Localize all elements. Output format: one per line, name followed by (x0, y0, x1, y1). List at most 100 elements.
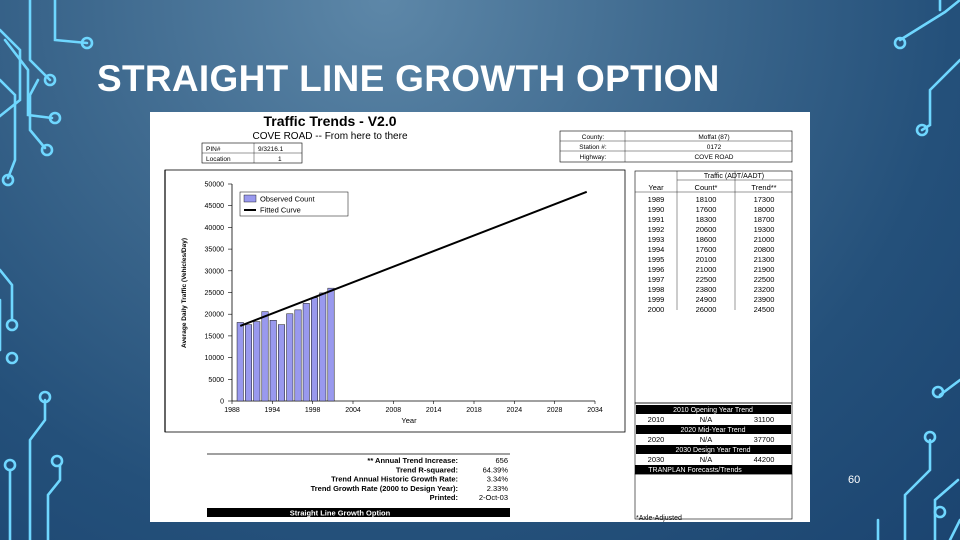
observed-count-bar (278, 324, 285, 402)
observed-count-bar (245, 324, 252, 402)
table-cell: 21000 (696, 265, 717, 274)
table-cell: 1990 (648, 205, 665, 214)
y-tick-label: 10000 (205, 355, 225, 362)
table-cell: 17600 (696, 205, 717, 214)
y-tick-label: 0 (220, 399, 224, 406)
stat-label: Printed: (430, 493, 458, 502)
table-cell: 26000 (696, 305, 717, 314)
table-cell: 18600 (696, 235, 717, 244)
y-tick-label: 40000 (205, 225, 225, 232)
stat-row: Trend Growth Rate (2000 to Design Year):… (311, 484, 509, 493)
info-label-location: Location (206, 156, 231, 163)
table-cell: 21900 (754, 265, 775, 274)
table-cell: 21300 (754, 255, 775, 264)
observed-count-bar (261, 311, 269, 402)
forecast-cell: 2010 (648, 415, 665, 424)
forecast-header: 2010 Opening Year Trend (673, 407, 753, 414)
forecast-sections: 2010 Opening Year Trend 2010 N/A 31100 2020 … (636, 405, 791, 464)
traffic-trends-report: Traffic Trends - V2.0 COVE ROAD -- From … (150, 112, 810, 522)
table-row: 2000 26000 24500 (648, 305, 775, 314)
table-cell: 20600 (696, 225, 717, 234)
straight-line-option-bar: Straight Line Growth Option (290, 509, 391, 518)
slide-title: STRAIGHT LINE GROWTH OPTION (97, 58, 720, 99)
observed-count-bar (253, 321, 261, 402)
table-cell: 19300 (754, 225, 775, 234)
forecast-cell: N/A (700, 455, 713, 464)
forecast-header: 2030 Design Year Trend (675, 447, 750, 454)
x-tick-label: 2018 (466, 407, 482, 414)
forecast-row: 2010 N/A 31100 (648, 415, 775, 424)
table-cell: 17300 (754, 195, 775, 204)
forecast-cell: 2030 (648, 455, 665, 464)
table-title: Traffic (ADT/AADT) (704, 173, 764, 180)
table-cell: 23800 (696, 285, 717, 294)
observed-count-bar (327, 287, 335, 402)
slide-number: 60 (848, 474, 861, 486)
table-row: 1996 21000 21900 (648, 265, 775, 274)
y-tick-label: 5000 (208, 377, 224, 384)
x-tick-label: 2014 (426, 407, 442, 414)
info-label-station: Station #: (579, 144, 607, 151)
table-row: 1999 24900 23900 (648, 295, 775, 304)
observed-count-bar (294, 309, 302, 402)
fitted-curve-line (239, 190, 588, 327)
stat-label: Trend Annual Historic Growth Rate: (331, 475, 458, 484)
table-cell: 2000 (648, 305, 665, 314)
report-title: Traffic Trends - V2.0 (263, 113, 396, 129)
table-cell: 20100 (696, 255, 717, 264)
legend-label-observed: Observed Count (260, 195, 316, 204)
stat-value: 64.39% (483, 465, 509, 474)
table-cell: 1992 (648, 225, 665, 234)
y-tick-label: 20000 (205, 312, 225, 319)
y-tick-label: 45000 (205, 203, 225, 210)
table-cell: 24900 (696, 295, 717, 304)
table-cell: 18100 (696, 195, 717, 204)
legend-box (239, 191, 349, 217)
legend-label-fitted: Fitted Curve (260, 206, 301, 215)
stat-row: ** Annual Trend Increase: 656 (367, 456, 508, 465)
info-label-pin: PIN# (206, 146, 221, 153)
y-tick-label: 35000 (205, 247, 225, 254)
table-cell: 1991 (648, 215, 665, 224)
table-row: 1991 18300 18700 (648, 215, 775, 224)
table-row: 1994 17600 20800 (648, 245, 775, 254)
traffic-table: Traffic (ADT/AADT) Year Count* Trend** 1… (634, 170, 793, 522)
stat-row: Trend Annual Historic Growth Rate: 3.34% (331, 475, 508, 484)
table-cell: 20800 (754, 245, 775, 254)
observed-count-bar (269, 320, 277, 402)
x-tick-label: 1994 (265, 407, 281, 414)
forecast-header-bar (636, 425, 791, 434)
table-row: 1995 20100 21300 (648, 255, 775, 264)
forecast-header-bar (636, 405, 791, 414)
table-cell: 1989 (648, 195, 665, 204)
info-value-station: 0172 (707, 144, 722, 151)
observed-count-bar (236, 322, 244, 402)
x-tick-label: 2024 (507, 407, 523, 414)
table-cell: 23200 (754, 285, 775, 294)
table-cell: 1995 (648, 255, 665, 264)
table-row: 1997 22500 22500 (648, 275, 775, 284)
chart-legend: Observed Count Fitted Curve (239, 191, 349, 217)
chart-x-axis-label: Year (401, 416, 417, 425)
table-rows: 1989 18100 17300 1990 17600 18000 1991 18300 187… (648, 195, 775, 314)
stat-value: 2-Oct-03 (479, 493, 508, 502)
x-tick-label: 1988 (224, 407, 240, 414)
table-cell: 1997 (648, 275, 665, 284)
observed-count-bar (319, 292, 327, 402)
info-value-location: 1 (278, 156, 282, 163)
x-tick-label: 2004 (345, 407, 361, 414)
x-tick-label: 2034 (587, 407, 603, 414)
stat-label: Trend R-squared: (396, 465, 458, 474)
table-row: 1998 23800 23200 (648, 285, 775, 294)
forecast-row: 2030 N/A 44200 (648, 455, 775, 464)
table-cell: 22500 (754, 275, 775, 284)
stat-value: 3.34% (487, 475, 509, 484)
info-box-right: County: Moffat (87) Station #: 0172 High… (559, 130, 793, 163)
chart-frame (164, 169, 626, 433)
table-cell: 1999 (648, 295, 665, 304)
axle-footnote: *Axle-Adjusted (636, 515, 682, 522)
table-row: 1990 17600 18000 (648, 205, 775, 214)
forecast-header-bar (636, 445, 791, 454)
table-cell: 1993 (648, 235, 665, 244)
